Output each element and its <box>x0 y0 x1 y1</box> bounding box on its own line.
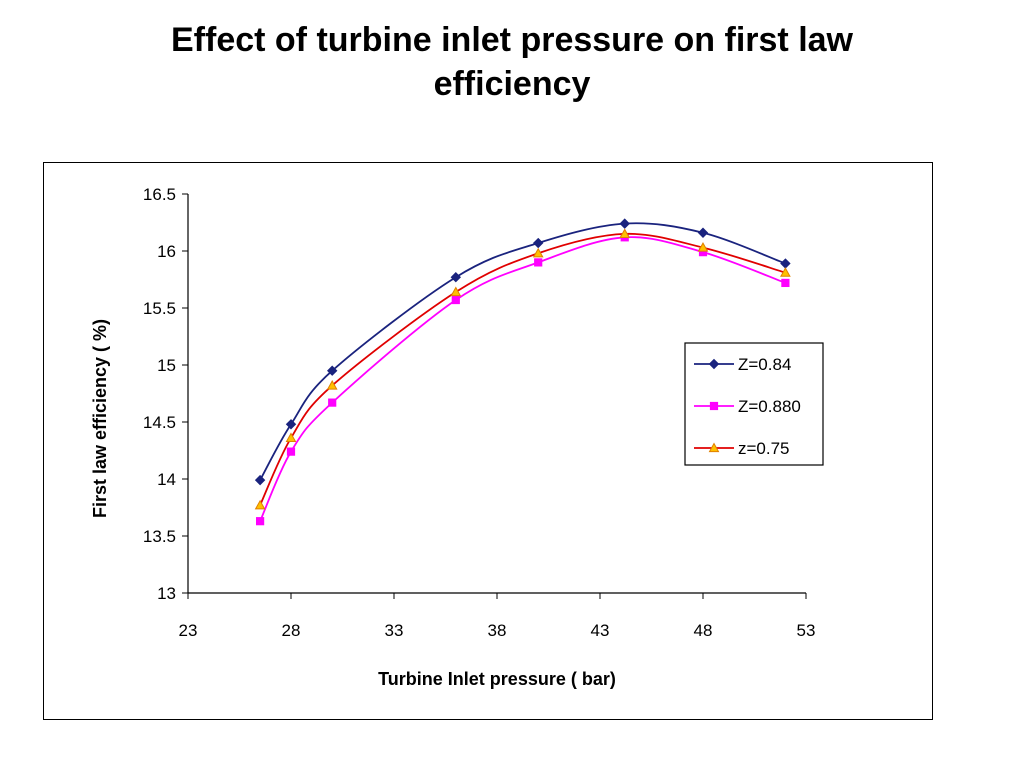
data-point <box>326 379 338 390</box>
data-point <box>254 499 266 510</box>
series-2 <box>254 228 791 510</box>
data-point <box>254 474 266 486</box>
data-point <box>532 237 544 249</box>
x-axis-title: Turbine Inlet pressure ( bar) <box>378 669 616 689</box>
x-tick-label: 38 <box>488 621 507 640</box>
data-point <box>781 278 790 288</box>
data-point <box>780 258 791 269</box>
legend-marker <box>709 401 719 411</box>
data-point <box>256 517 265 526</box>
data-point <box>780 267 791 277</box>
data-point <box>326 365 338 376</box>
data-point <box>532 247 544 258</box>
data-point <box>450 286 462 297</box>
chart-legend: Z=0.84 Z=0.880 z=0.75 <box>684 342 824 466</box>
legend-label: z=0.75 <box>738 439 790 458</box>
slide-title-line-1: Effect of turbine inlet pressure on firs… <box>171 21 853 59</box>
x-tick-label: 33 <box>385 621 404 640</box>
data-point <box>697 242 709 252</box>
y-tick-label: 14.5 <box>143 413 176 432</box>
data-point <box>451 295 460 305</box>
x-tick-label: 43 <box>591 621 610 640</box>
legend-label: Z=0.84 <box>738 355 791 374</box>
chart-axes: 13 13.5 14 14.5 15 15.5 16 16.5 23 28 33 38 43 48 53 <box>143 185 816 640</box>
x-tick-label: 48 <box>694 621 713 640</box>
y-tick-label: 13 <box>157 584 176 603</box>
slide-title: Effect of turbine inlet pressure on firs… <box>0 18 1024 106</box>
y-tick-label: 16 <box>157 242 176 261</box>
data-point <box>285 432 297 443</box>
x-tick-label: 23 <box>179 621 198 640</box>
data-point <box>285 419 297 430</box>
data-point <box>697 227 709 238</box>
x-tick-label: 28 <box>282 621 301 640</box>
y-tick-label: 14 <box>157 470 176 489</box>
series-line <box>259 222 786 481</box>
y-axis-title: First law efficiency ( %) <box>90 319 110 518</box>
line-chart: 13 13.5 14 14.5 15 15.5 16 16.5 23 28 33 38 43 48 53 Z… <box>90 185 824 689</box>
legend-label: Z=0.880 <box>738 397 801 416</box>
series-line <box>259 236 786 522</box>
series-line <box>259 232 786 506</box>
y-tick-label: 15 <box>157 356 176 375</box>
series-0 <box>254 218 791 486</box>
chart-series <box>254 218 791 526</box>
y-tick-label: 15.5 <box>143 299 176 318</box>
x-tick-label: 53 <box>797 621 816 640</box>
legend-marker <box>708 358 720 370</box>
data-point <box>286 447 296 456</box>
data-point <box>619 228 631 238</box>
data-point <box>328 398 337 407</box>
legend-marker <box>708 442 720 453</box>
y-tick-label: 13.5 <box>143 527 176 546</box>
y-tick-label: 16.5 <box>143 185 176 204</box>
data-point <box>619 218 630 229</box>
slide-title-line-2: efficiency <box>433 65 591 103</box>
data-point <box>534 258 543 267</box>
data-point <box>450 272 462 283</box>
chart-frame: 13 13.5 14 14.5 15 15.5 16 16.5 23 28 33 38 43 48 53 Z… <box>43 162 933 720</box>
